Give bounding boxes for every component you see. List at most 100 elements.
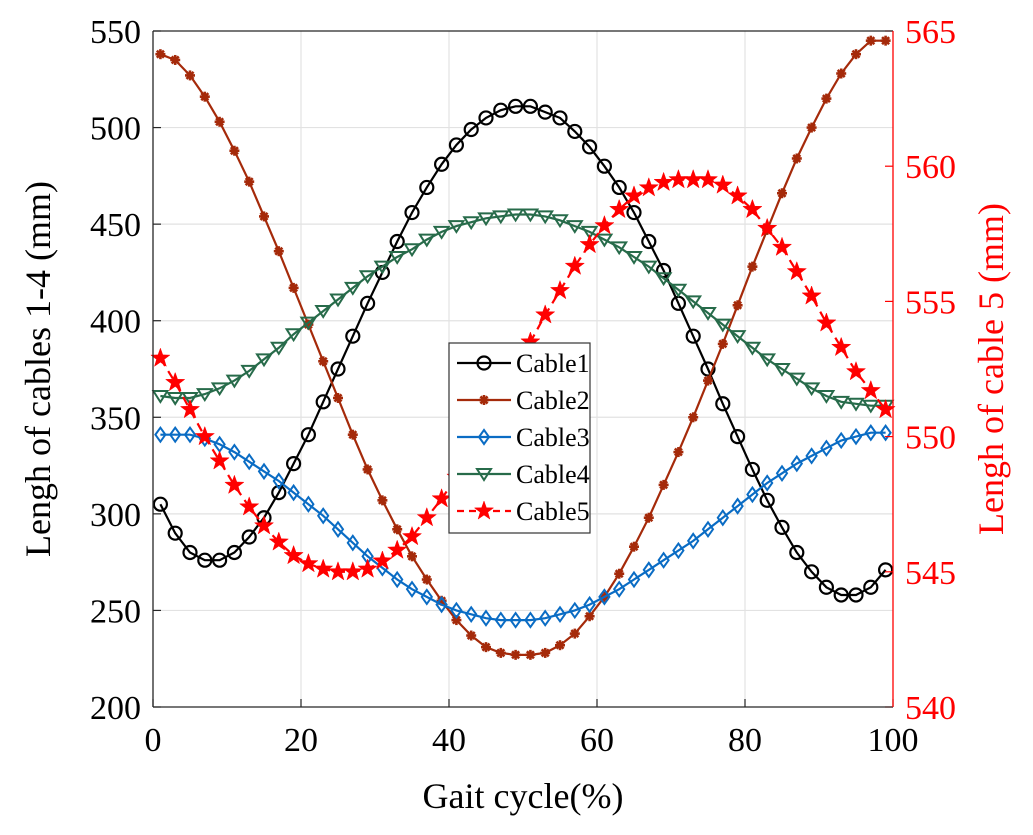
- data-point-cable5: [386, 539, 408, 559]
- x-tick-label: 80: [728, 722, 762, 759]
- data-point-cable2: [821, 93, 832, 104]
- data-point-cable1: [286, 456, 302, 472]
- data-point-cable2: [392, 524, 403, 535]
- data-point-cable4: [625, 250, 643, 265]
- data-point-cable3: [287, 483, 300, 502]
- data-point-cable5: [179, 398, 201, 419]
- data-point-cable2: [658, 479, 669, 490]
- data-point-cable1: [241, 529, 257, 545]
- data-point-cable1: [463, 121, 479, 138]
- data-point-cable5: [416, 506, 438, 527]
- data-point-cable2: [466, 630, 477, 641]
- y2-axis-title: Lengh of cable 5 (mm): [971, 203, 1011, 535]
- data-point-cable1: [700, 361, 716, 377]
- y-tick-label: 450: [90, 207, 141, 244]
- data-point-cable4: [358, 270, 377, 285]
- data-point-cable5: [224, 474, 245, 495]
- data-point-cable4: [314, 305, 333, 319]
- data-point-cable2: [688, 412, 699, 423]
- data-point-cable4: [284, 328, 303, 343]
- data-point-cable5: [697, 168, 719, 189]
- data-point-cable5: [845, 360, 867, 381]
- y-tick-label: 250: [90, 593, 141, 630]
- data-point-cable1: [404, 204, 420, 221]
- data-point-cable5: [712, 174, 734, 194]
- data-point-cable4: [773, 363, 791, 377]
- data-point-cable3: [524, 611, 537, 629]
- data-point-cable4: [847, 397, 865, 412]
- axes: [152, 30, 894, 708]
- data-point-cable4: [861, 399, 880, 414]
- legend-item-cable4: Cable4: [457, 460, 590, 489]
- data-point-cable2: [643, 512, 654, 523]
- data-point-cable3: [553, 605, 567, 624]
- data-point-cable1: [507, 98, 524, 114]
- data-point-cable2: [747, 261, 758, 272]
- data-point-cable3: [864, 424, 878, 442]
- data-point-cable5: [756, 217, 778, 238]
- data-point-cable2: [451, 615, 462, 626]
- data-point-cable4: [195, 388, 214, 402]
- data-point-cable5: [238, 496, 260, 516]
- data-point-cable1: [626, 204, 642, 221]
- data-point-cable3: [672, 541, 685, 560]
- data-point-cable3: [538, 609, 552, 627]
- data-point-cable2: [347, 429, 358, 440]
- data-point-cable3: [716, 508, 730, 527]
- data-point-cable2: [377, 495, 388, 506]
- data-point-cable4: [269, 341, 288, 356]
- data-point-cable2: [199, 91, 210, 102]
- tick-labels: 0 20 40 60 80 100 200 250 300 350 400 450 500 550 540 5…: [90, 14, 956, 759]
- data-point-cable2: [717, 338, 728, 349]
- data-point-cable3: [479, 609, 493, 627]
- data-point-cable4: [817, 390, 836, 404]
- data-point-cable5: [298, 552, 319, 573]
- data-point-cable4: [447, 220, 466, 234]
- data-point-cable3: [316, 507, 330, 525]
- data-point-cable4: [699, 306, 717, 321]
- data-point-cable5: [283, 544, 304, 565]
- data-point-cable3: [405, 580, 419, 598]
- data-point-cable4: [802, 382, 821, 397]
- y2-tick-label: 565: [905, 14, 956, 51]
- data-point-cable1: [744, 461, 761, 478]
- data-point-cable1: [330, 361, 346, 377]
- data-point-cable4: [595, 233, 614, 248]
- x-axis-title: Gait cycle(%): [423, 776, 624, 816]
- data-point-cable1: [493, 102, 509, 118]
- data-point-cable2: [510, 649, 521, 660]
- data-point-cable4: [521, 208, 540, 223]
- data-point-cable1: [581, 139, 598, 155]
- data-point-cable3: [183, 425, 197, 444]
- data-point-cable2: [244, 176, 255, 187]
- legend-item-cable5: Cable5: [457, 497, 590, 526]
- data-point-cable5: [638, 177, 660, 197]
- data-point-cable1: [389, 233, 405, 250]
- legend-marker: [473, 500, 495, 520]
- legend-label: Cable5: [516, 497, 590, 526]
- data-point-cable2: [555, 640, 565, 651]
- data-point-cable5: [253, 515, 275, 535]
- legend-label: Cable3: [516, 423, 590, 452]
- data-point-cable5: [164, 371, 186, 392]
- data-point-cable3: [746, 485, 759, 504]
- data-point-cable2: [673, 447, 684, 458]
- legend-marker: [475, 468, 493, 482]
- data-point-cable4: [166, 391, 185, 406]
- y-tick-label: 400: [90, 304, 141, 341]
- data-point-cable3: [598, 588, 611, 606]
- data-point-cable2: [540, 647, 551, 658]
- data-point-cable1: [567, 123, 583, 140]
- data-point-cable3: [331, 520, 345, 539]
- series-line-cable2: [159, 39, 886, 656]
- data-point-cable4: [832, 395, 851, 410]
- legend-label: Cable4: [516, 460, 590, 489]
- data-point-cable5: [771, 236, 793, 257]
- data-point-cable1: [596, 158, 613, 174]
- x-tick-label: 100: [868, 722, 919, 759]
- x-tick-label: 40: [432, 722, 466, 759]
- data-point-cable1: [715, 396, 731, 412]
- legend-item-cable3: Cable3: [457, 423, 590, 452]
- data-point-cable1: [167, 525, 183, 541]
